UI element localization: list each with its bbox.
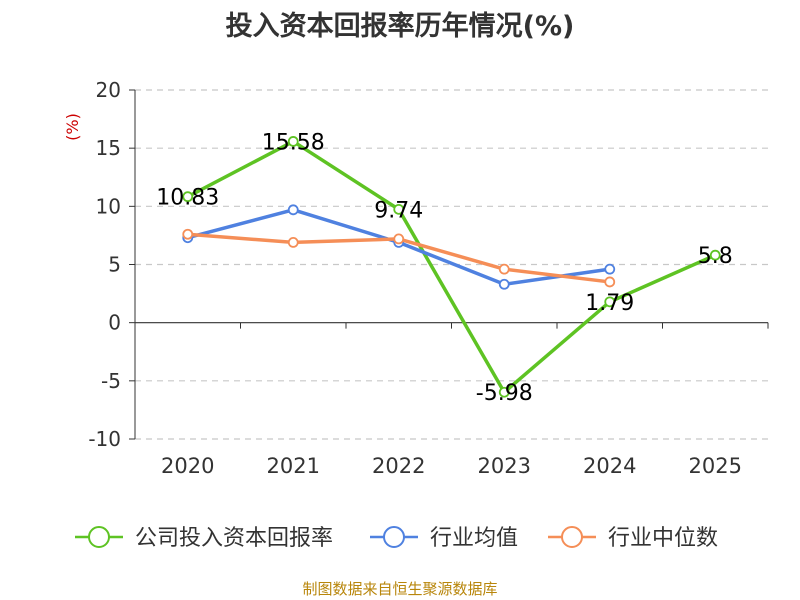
y-tick-label: 10 bbox=[96, 194, 121, 218]
data-label: 1.79 bbox=[585, 291, 634, 316]
data-point bbox=[287, 136, 299, 147]
data-point bbox=[393, 203, 405, 215]
data-point bbox=[287, 204, 299, 216]
x-tick-label: 2023 bbox=[478, 454, 531, 478]
legend-marker bbox=[561, 526, 583, 548]
legend-label: 行业中位数 bbox=[608, 526, 718, 551]
legend-marker bbox=[383, 526, 405, 548]
series-line-0 bbox=[186, 139, 716, 394]
y-tick-label: 5 bbox=[108, 253, 121, 277]
y-axis-label: (%) bbox=[63, 113, 82, 141]
y-tick-label: -5 bbox=[101, 369, 121, 393]
data-label: 5.8 bbox=[698, 244, 733, 269]
x-tick-label: 2025 bbox=[689, 454, 742, 478]
x-tick-label: 2024 bbox=[583, 454, 636, 478]
data-point bbox=[498, 278, 510, 290]
data-point bbox=[604, 276, 616, 288]
data-point bbox=[393, 233, 405, 245]
data-point bbox=[182, 228, 194, 240]
data-label: -5.98 bbox=[476, 381, 533, 406]
legend-label: 公司投入资本回报率 bbox=[135, 526, 333, 551]
data-label: 10.83 bbox=[156, 186, 219, 211]
x-tick-label: 2020 bbox=[161, 454, 214, 478]
y-tick-label: 20 bbox=[96, 78, 121, 102]
x-tick-label: 2022 bbox=[372, 454, 425, 478]
y-tick-label: -10 bbox=[88, 427, 121, 451]
data-point bbox=[498, 263, 510, 275]
y-tick-label: 0 bbox=[108, 311, 121, 335]
y-tick-label: 15 bbox=[96, 136, 121, 160]
data-point bbox=[287, 236, 299, 248]
data-label: 9.74 bbox=[374, 198, 423, 223]
data-label: 15.58 bbox=[262, 130, 325, 155]
legend-marker bbox=[88, 526, 110, 548]
data-point bbox=[604, 263, 616, 275]
x-tick-label: 2021 bbox=[267, 454, 320, 478]
data-source-note: 制图数据来自恒生聚源数据库 bbox=[302, 580, 498, 598]
legend-label: 行业均值 bbox=[430, 526, 518, 551]
data-point bbox=[709, 249, 721, 261]
data-point bbox=[498, 386, 510, 398]
data-point bbox=[604, 296, 616, 308]
data-point bbox=[182, 191, 194, 203]
chart-title: 投入资本回报率历年情况(%) bbox=[225, 11, 575, 42]
